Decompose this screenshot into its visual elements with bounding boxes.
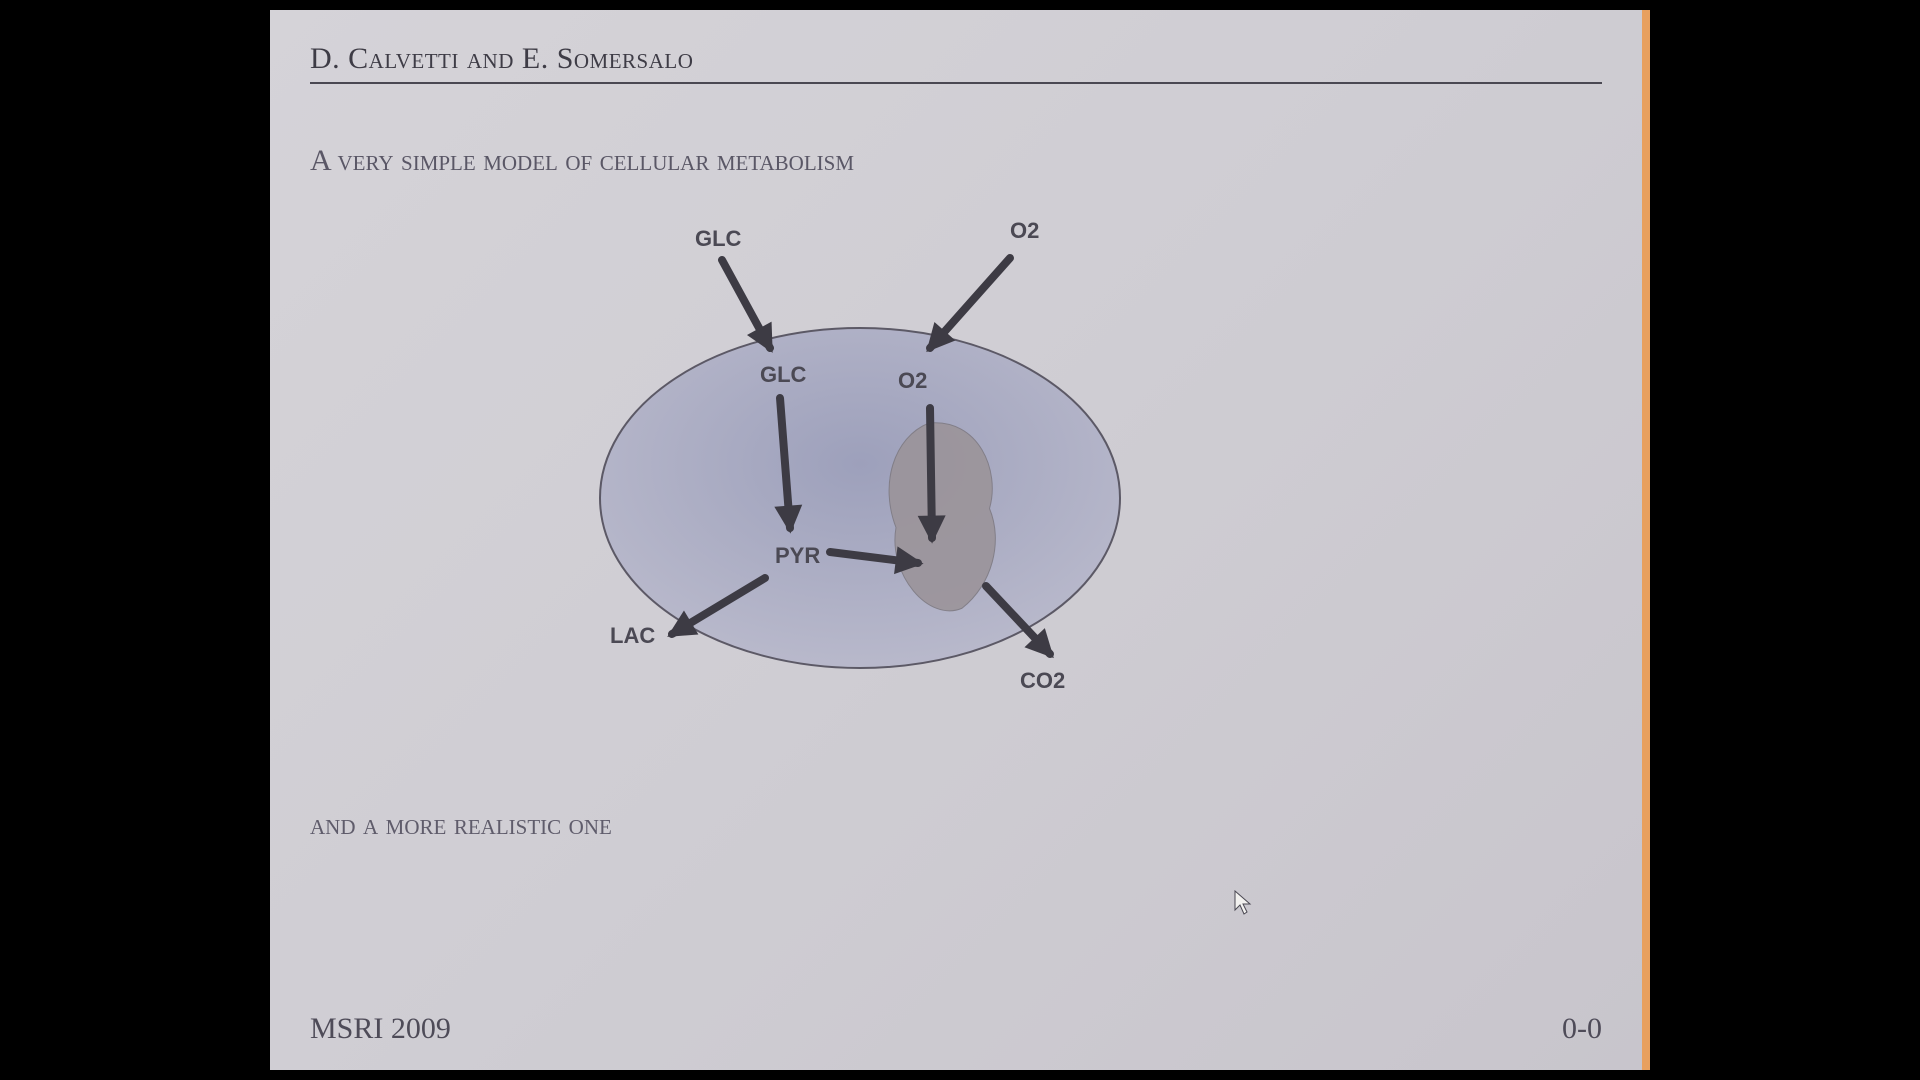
cell-ellipse	[600, 328, 1120, 668]
header-rule: D. Calvetti and E. Somersalo	[310, 42, 1602, 84]
slide-title: A very simple model of cellular metaboli…	[310, 144, 1602, 178]
label-co2: CO2	[1020, 668, 1065, 694]
slide-frame: D. Calvetti and E. Somersalo A very simp…	[270, 10, 1650, 1070]
presentation-slide: D. Calvetti and E. Somersalo A very simp…	[270, 10, 1650, 1070]
metabolism-diagram: GLC O2 GLC O2 PYR LAC CO2	[310, 218, 1602, 798]
footer-page: 0-0	[1562, 1012, 1602, 1046]
label-lac: LAC	[610, 623, 655, 649]
slide-subtitle: and a more realistic one	[310, 808, 1602, 842]
cursor-icon	[1234, 890, 1254, 916]
slide-footer: MSRI 2009 0-0	[310, 1012, 1602, 1046]
authors-text: D. Calvetti and E. Somersalo	[310, 42, 1602, 76]
label-glc_out: GLC	[695, 226, 741, 252]
diagram-svg	[310, 218, 1410, 798]
arrow-o2_out-o2_in	[930, 258, 1010, 348]
label-o2_out: O2	[1010, 218, 1039, 244]
label-o2_in: O2	[898, 368, 927, 394]
label-pyr: PYR	[775, 543, 820, 569]
label-glc_in: GLC	[760, 362, 806, 388]
footer-venue: MSRI 2009	[310, 1012, 451, 1046]
arrow-o2_in-organelle	[930, 408, 932, 538]
arrow-glc_out-glc_in	[722, 260, 770, 348]
